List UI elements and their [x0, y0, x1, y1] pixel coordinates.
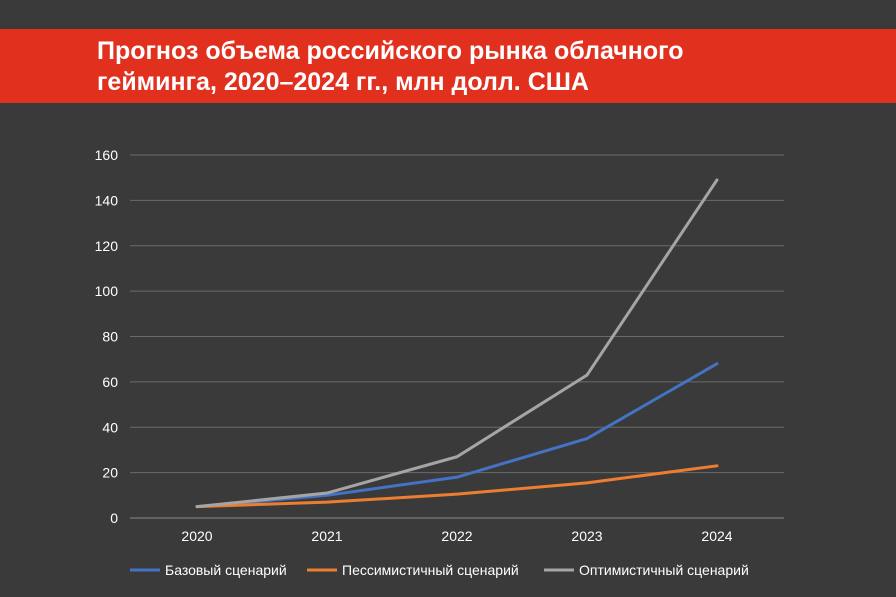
series-line [195, 464, 719, 509]
y-tick-label: 0 [110, 510, 118, 526]
x-tick-label: 2020 [181, 528, 212, 544]
chart-title-line-1: Прогноз объема российского рынка облачно… [97, 37, 684, 65]
y-tick-label: 100 [95, 283, 119, 299]
series-line [195, 178, 719, 509]
legend-label: Базовый сценарий [165, 562, 287, 578]
x-tick-label: 2022 [441, 528, 472, 544]
x-tick-label: 2024 [701, 528, 732, 544]
legend-label: Пессимистичный сценарий [342, 562, 519, 578]
series-line [195, 362, 719, 509]
chart-title-line-2: гейминга, 2020–2024 гг., млн долл. США [97, 68, 589, 96]
y-tick-label: 40 [102, 419, 118, 435]
title-band: Прогноз объема российского рынка облачно… [0, 29, 896, 103]
y-tick-label: 160 [95, 147, 119, 163]
y-tick-label: 140 [95, 192, 119, 208]
y-tick-label: 80 [102, 329, 118, 345]
y-tick-label: 60 [102, 374, 118, 390]
y-tick-label: 120 [95, 238, 119, 254]
y-tick-label: 20 [102, 465, 118, 481]
legend-label: Оптимистичный сценарий [579, 562, 749, 578]
x-tick-label: 2023 [571, 528, 602, 544]
x-tick-label: 2021 [311, 528, 342, 544]
